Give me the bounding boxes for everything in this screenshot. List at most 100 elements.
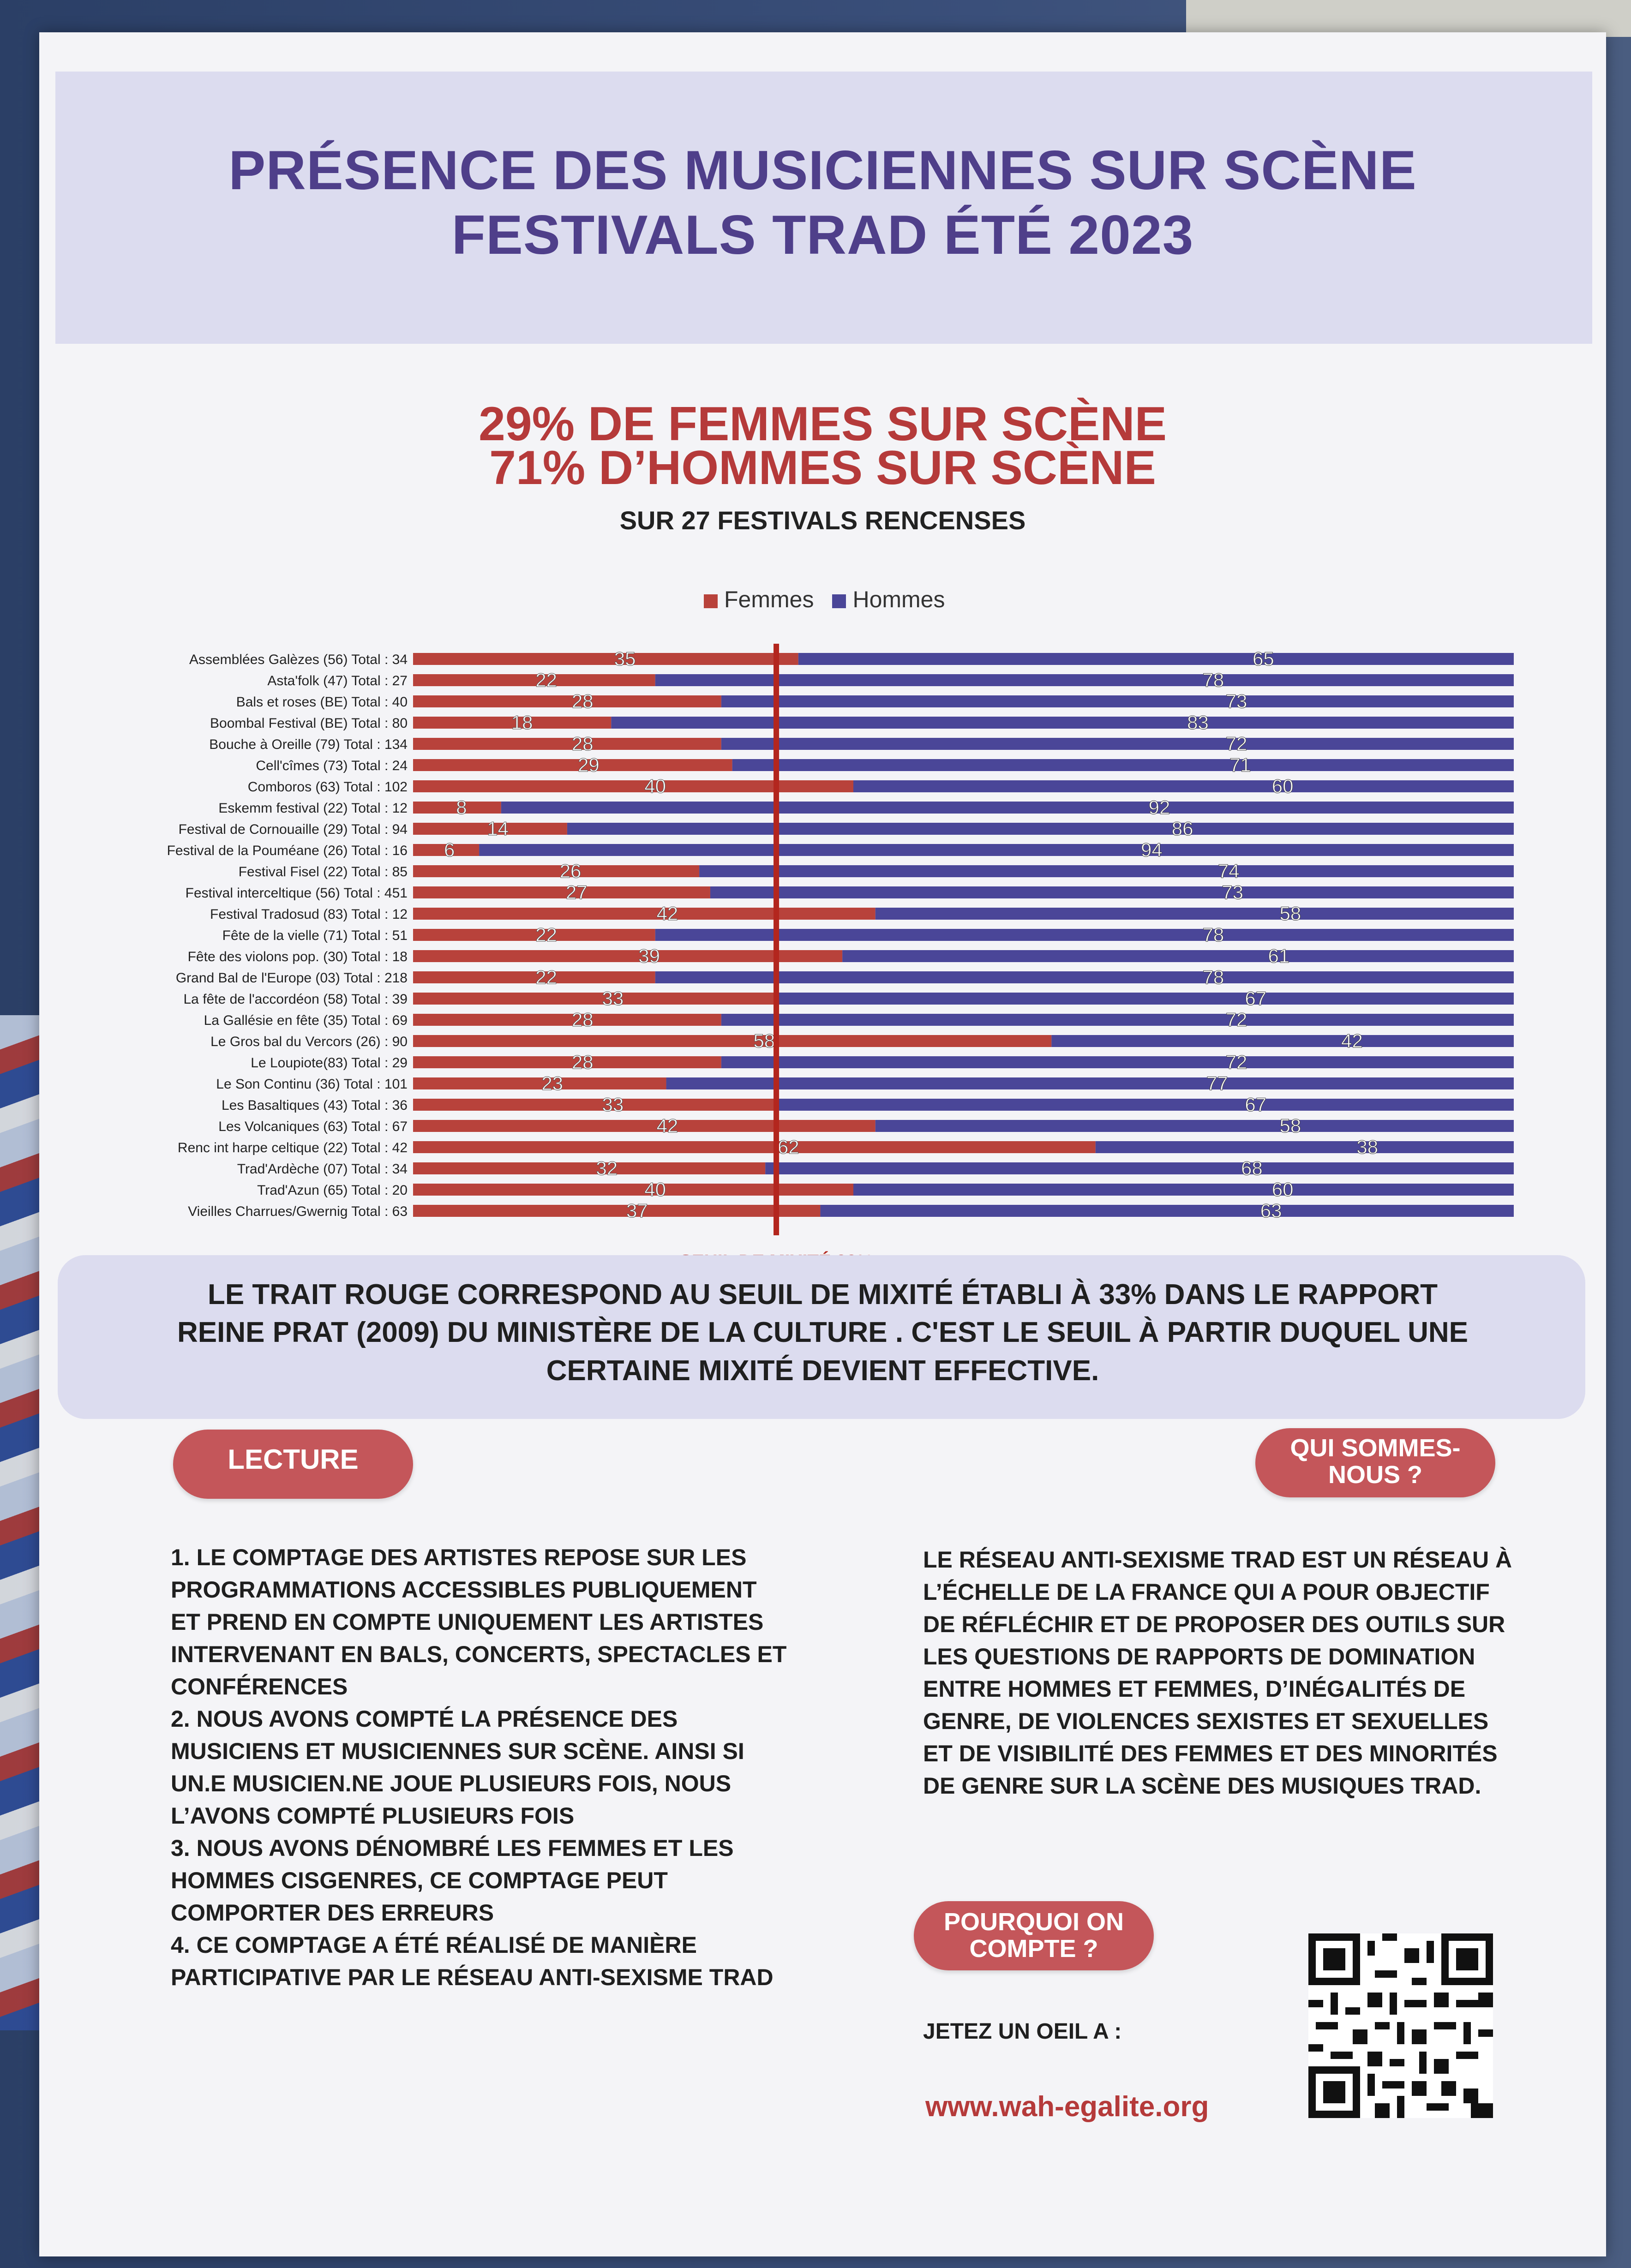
bar-femmes bbox=[413, 1141, 1096, 1153]
poster-title-line2: FESTIVALS TRAD ÉTÉ 2023 bbox=[451, 204, 1194, 266]
data-label-hommes: 65 bbox=[1253, 648, 1274, 670]
data-label-femmes: 37 bbox=[626, 1200, 648, 1221]
bar-hommes bbox=[721, 1014, 1514, 1026]
stat-women: 29% DE FEMMES SUR SCÈNE bbox=[479, 397, 1167, 451]
data-label-femmes: 28 bbox=[572, 1009, 594, 1030]
category-label: Le Gros bal du Vercors (26) : 90 bbox=[210, 1034, 408, 1049]
data-label-femmes: 32 bbox=[596, 1157, 618, 1179]
data-label-hommes: 73 bbox=[1226, 690, 1247, 712]
title-banner bbox=[55, 72, 1592, 344]
bar-hommes bbox=[853, 780, 1514, 792]
bar-femmes bbox=[413, 886, 710, 898]
bar-hommes bbox=[842, 950, 1514, 962]
bar-femmes bbox=[413, 674, 655, 686]
data-label-hommes: 72 bbox=[1226, 1051, 1247, 1073]
note-box bbox=[58, 1255, 1585, 1419]
note-line2: REINE PRAT (2009) DU MINISTÈRE DE LA CUL… bbox=[177, 1317, 1468, 1348]
legend-label-hommes: Hommes bbox=[852, 586, 945, 612]
bar-hommes bbox=[1051, 1035, 1514, 1047]
data-label-femmes: 22 bbox=[535, 669, 557, 691]
legend-item-femmes: Femmes bbox=[704, 586, 814, 613]
bar-femmes bbox=[413, 908, 875, 920]
data-label-femmes: 58 bbox=[753, 1030, 775, 1052]
pourquoi-line2: COMPTE ? bbox=[969, 1935, 1098, 1963]
bar-hommes bbox=[732, 759, 1514, 771]
stacked-bar-chart: Assemblées Galèzes (56) Total : 34 35 65 As… bbox=[167, 644, 1514, 1255]
website-link[interactable]: www.wah-egalite.org bbox=[925, 2091, 1209, 2123]
data-label-femmes: 28 bbox=[572, 1051, 594, 1073]
data-label-hommes: 67 bbox=[1245, 987, 1266, 1009]
bar-femmes bbox=[413, 1120, 875, 1132]
qr-code-icon[interactable] bbox=[1308, 1933, 1493, 2118]
category-label: Trad'Azun (65) Total : 20 bbox=[257, 1183, 408, 1198]
about-text: LE RÉSEAU ANTI-SEXISME TRAD EST UN RÉSEA… bbox=[923, 1544, 1523, 1802]
bar-hommes bbox=[721, 738, 1514, 750]
background-wall bbox=[1186, 0, 1631, 37]
bar-hommes bbox=[721, 695, 1514, 707]
bar-femmes bbox=[413, 865, 700, 877]
legend-swatch-hommes bbox=[832, 594, 846, 608]
category-label: Le Son Continu (36) Total : 101 bbox=[216, 1077, 408, 1092]
bar-femmes bbox=[413, 738, 721, 750]
lecture-button: LECTURE bbox=[173, 1430, 413, 1499]
x-tick-label: 100% bbox=[1455, 1251, 1514, 1255]
bar-femmes bbox=[413, 844, 480, 856]
category-label: Les Volcaniques (63) Total : 67 bbox=[218, 1119, 408, 1134]
poster: PRÉSENCE DES MUSICIENNES SUR SCÈNE FESTI… bbox=[39, 32, 1606, 2256]
bar-hommes bbox=[710, 886, 1514, 898]
category-label: Bals et roses (BE) Total : 40 bbox=[236, 694, 408, 710]
data-label-femmes: 39 bbox=[638, 945, 660, 967]
data-label-hommes: 42 bbox=[1341, 1030, 1363, 1052]
bar-femmes bbox=[413, 1014, 721, 1026]
data-label-hommes: 61 bbox=[1268, 945, 1289, 967]
data-label-hommes: 78 bbox=[1203, 669, 1224, 691]
threshold-label: SEUIL DE MIXITÉ 33% bbox=[679, 1251, 873, 1255]
bar-hommes bbox=[567, 823, 1514, 835]
chart-subtitle: SUR 27 FESTIVALS RENCENSES bbox=[619, 506, 1026, 535]
bar-hommes bbox=[655, 674, 1514, 686]
x-tick-label: 0% bbox=[413, 1251, 446, 1255]
bar-hommes bbox=[765, 1162, 1514, 1174]
data-label-hommes: 86 bbox=[1172, 818, 1193, 839]
category-label: Comboros (63) Total : 102 bbox=[248, 779, 408, 795]
data-label-hommes: 72 bbox=[1226, 1009, 1247, 1030]
lecture-item: 4. CE COMPTAGE A ÉTÉ RÉALISÉ DE MANIÈRE … bbox=[171, 1932, 774, 1990]
data-label-hommes: 74 bbox=[1218, 860, 1240, 882]
bar-hommes bbox=[853, 1184, 1514, 1196]
data-label-femmes: 42 bbox=[657, 1115, 678, 1137]
data-label-femmes: 22 bbox=[535, 966, 557, 988]
data-label-hommes: 71 bbox=[1229, 754, 1251, 776]
data-label-hommes: 68 bbox=[1241, 1157, 1263, 1179]
data-label-femmes: 28 bbox=[572, 690, 594, 712]
bar-hommes bbox=[655, 971, 1514, 983]
data-label-hommes: 67 bbox=[1245, 1094, 1266, 1115]
data-label-hommes: 60 bbox=[1272, 1179, 1294, 1200]
bar-hommes bbox=[875, 1120, 1514, 1132]
x-tick-label: 50% bbox=[945, 1251, 991, 1255]
data-label-femmes: 40 bbox=[644, 775, 666, 797]
background-tape bbox=[0, 1015, 42, 2030]
legend-item-hommes: Hommes bbox=[832, 586, 945, 613]
bar-hommes bbox=[798, 653, 1514, 665]
data-label-hommes: 77 bbox=[1206, 1072, 1228, 1094]
category-label: La Gallésie en fête (35) Total : 69 bbox=[204, 1013, 408, 1028]
data-label-femmes: 26 bbox=[560, 860, 582, 882]
data-label-femmes: 35 bbox=[614, 648, 636, 670]
bar-femmes bbox=[413, 993, 777, 1005]
data-label-hommes: 83 bbox=[1187, 712, 1209, 733]
bar-femmes bbox=[413, 1035, 1052, 1047]
category-label: Festival Tradosud (83) Total : 12 bbox=[210, 907, 408, 922]
data-label-hommes: 60 bbox=[1272, 775, 1294, 797]
bar-femmes bbox=[413, 802, 501, 814]
category-label: Fête de la vielle (71) Total : 51 bbox=[222, 928, 408, 943]
data-label-femmes: 29 bbox=[578, 754, 600, 776]
bar-hommes bbox=[479, 844, 1514, 856]
data-label-hommes: 94 bbox=[1141, 839, 1163, 861]
bar-hommes bbox=[721, 1056, 1514, 1068]
category-label: Asta'folk (47) Total : 27 bbox=[267, 673, 408, 688]
bar-femmes bbox=[413, 950, 843, 962]
category-label: Boombal Festival (BE) Total : 80 bbox=[210, 716, 408, 731]
bar-femmes bbox=[413, 1077, 666, 1089]
category-label: Les Basaltiques (43) Total : 36 bbox=[222, 1098, 408, 1113]
data-label-femmes: 28 bbox=[572, 733, 594, 754]
